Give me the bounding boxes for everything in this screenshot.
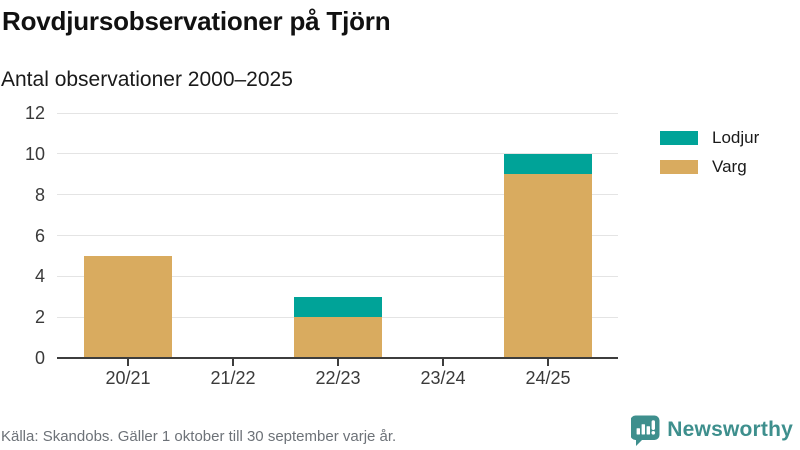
y-tick-label: 6 xyxy=(34,225,45,246)
legend-item: Varg xyxy=(660,157,759,176)
x-tick-mark xyxy=(232,359,234,366)
newsworthy-logo[interactable]: Newsworthy xyxy=(631,414,793,446)
chart-subtitle: Antal observationer 2000–2025 xyxy=(1,68,293,91)
y-tick-label: 12 xyxy=(24,103,45,123)
x-tick-label: 20/21 xyxy=(105,368,151,388)
bar-segment-lodjur xyxy=(294,296,382,318)
source-note: Källa: Skandobs. Gäller 1 oktober till 3… xyxy=(1,428,397,445)
bar-segment-varg xyxy=(84,255,172,358)
bar-segment-varg xyxy=(294,317,382,358)
y-tick-label: 4 xyxy=(34,266,45,287)
y-tick-label: 8 xyxy=(34,184,45,205)
y-tick-label: 0 xyxy=(34,348,45,368)
bar-segment-varg xyxy=(504,174,592,358)
legend-label: Lodjur xyxy=(712,128,760,147)
newsworthy-wordmark: Newsworthy xyxy=(667,418,793,441)
legend: Lodjur Varg xyxy=(660,128,760,187)
y-tick-label: 2 xyxy=(34,307,45,328)
y-gridline xyxy=(57,153,618,155)
x-tick-label: 22/23 xyxy=(315,368,361,388)
x-tick-mark xyxy=(127,359,129,366)
y-gridline xyxy=(57,194,618,196)
x-tick-label: 21/22 xyxy=(210,368,256,388)
x-tick-mark xyxy=(337,359,339,366)
y-gridline xyxy=(57,275,618,277)
y-gridline xyxy=(57,112,618,114)
newsworthy-icon xyxy=(631,415,660,446)
legend-item: Lodjur xyxy=(660,128,760,147)
x-axis-line xyxy=(57,357,618,359)
y-gridline xyxy=(57,235,618,236)
x-tick-mark xyxy=(442,359,444,366)
plot-area xyxy=(57,112,618,358)
x-tick-mark xyxy=(547,359,549,366)
x-tick-label: 24/25 xyxy=(525,368,571,388)
bar-segment-lodjur xyxy=(504,153,592,175)
y-tick-label: 10 xyxy=(24,143,45,164)
legend-swatch xyxy=(660,131,698,145)
x-tick-label: 23/24 xyxy=(420,368,466,388)
legend-swatch xyxy=(660,160,698,174)
legend-label: Varg xyxy=(712,157,747,176)
chart-title: Rovdjursobservationer på Tjörn xyxy=(2,6,391,36)
